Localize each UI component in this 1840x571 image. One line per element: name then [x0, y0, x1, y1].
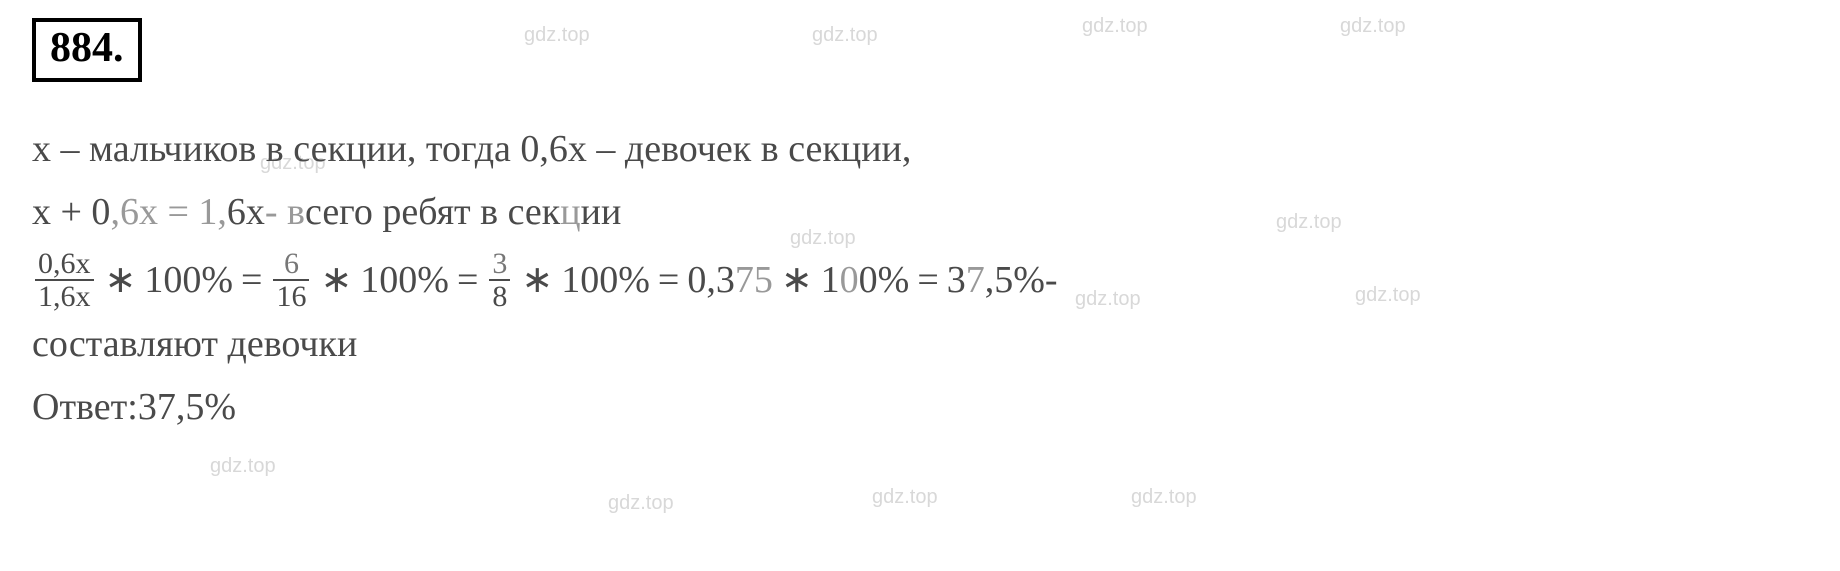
frac1-den: 1,6x	[35, 279, 94, 313]
res-p1: 3	[947, 259, 966, 301]
watermark-text: gdz.top	[608, 492, 674, 515]
line-1: x – мальчиков в секции, тогда 0,6x – дев…	[32, 120, 1808, 179]
line4-text: составляют девочки	[32, 315, 357, 374]
h4-p2: 0%	[859, 259, 910, 301]
line2-p6: ц	[560, 183, 580, 242]
frac3-num: 3	[489, 248, 510, 280]
frac2-num: 6	[281, 248, 302, 280]
h4-p1: 1	[821, 259, 840, 301]
line2-p3: 6x	[227, 183, 265, 242]
watermark-text: gdz.top	[1082, 15, 1148, 38]
watermark-text: gdz.top	[1131, 486, 1197, 509]
line2-p4: - в	[265, 183, 305, 242]
op-star-4: ∗	[781, 251, 813, 310]
line2-p7: ии	[581, 183, 622, 242]
line2-p2: ,6x = 1,	[110, 183, 226, 242]
line2-p1: x + 0	[32, 183, 110, 242]
result-percent: 37,5%	[947, 251, 1045, 310]
op-eq-2: =	[457, 251, 478, 310]
frac2-den: 16	[273, 279, 309, 313]
solution-content: x – мальчиков в секции, тогда 0,6x – дев…	[32, 120, 1808, 437]
op-star-2: ∗	[320, 251, 352, 310]
trailing-dash: -	[1045, 251, 1058, 310]
problem-number: 884.	[32, 18, 142, 82]
answer-value: 37,5%	[138, 378, 236, 437]
res-p2: ,5%	[985, 259, 1045, 301]
line-3: 0,6x 1,6x ∗ 100% = 6 16 ∗ 100% = 3 8 ∗ 1…	[32, 248, 1808, 313]
op-eq-1: =	[241, 251, 262, 310]
op-star-1: ∗	[105, 251, 137, 310]
val1-p1: 0,3	[687, 259, 735, 301]
hundred-1: 100%	[144, 251, 233, 310]
watermark-text: gdz.top	[872, 486, 938, 509]
fraction-3: 3 8	[489, 248, 510, 313]
watermark-text: gdz.top	[812, 24, 878, 47]
watermark-text: gdz.top	[210, 455, 276, 478]
line-2: x + 0,6x = 1,6x - всего ребят в секции	[32, 183, 1808, 242]
res-faded: 7	[966, 259, 985, 301]
op-eq-3: =	[658, 251, 679, 310]
line-4: составляют девочки	[32, 315, 1808, 374]
frac3-den: 8	[489, 279, 510, 313]
fraction-2: 6 16	[273, 248, 309, 313]
fraction-1: 0,6x 1,6x	[35, 248, 94, 313]
decimal-val: 0,375	[687, 251, 773, 310]
watermark-text: gdz.top	[524, 24, 590, 47]
line2-p5: сего ребят в сек	[305, 183, 560, 242]
frac1-num: 0,6x	[35, 248, 94, 280]
line-5-answer: Ответ: 37,5%	[32, 378, 1808, 437]
watermark-text: gdz.top	[1340, 15, 1406, 38]
val1-faded: 75	[735, 259, 773, 301]
op-star-3: ∗	[521, 251, 553, 310]
hundred-3: 100%	[561, 251, 650, 310]
h4-faded1: 0	[840, 259, 859, 301]
hundred-2: 100%	[360, 251, 449, 310]
hundred-4: 100%	[821, 251, 910, 310]
line1-text: x – мальчиков в секции, тогда 0,6x – дев…	[32, 120, 911, 179]
answer-label: Ответ:	[32, 378, 138, 437]
op-eq-4: =	[917, 251, 938, 310]
problem-number-text: 884.	[50, 25, 124, 71]
